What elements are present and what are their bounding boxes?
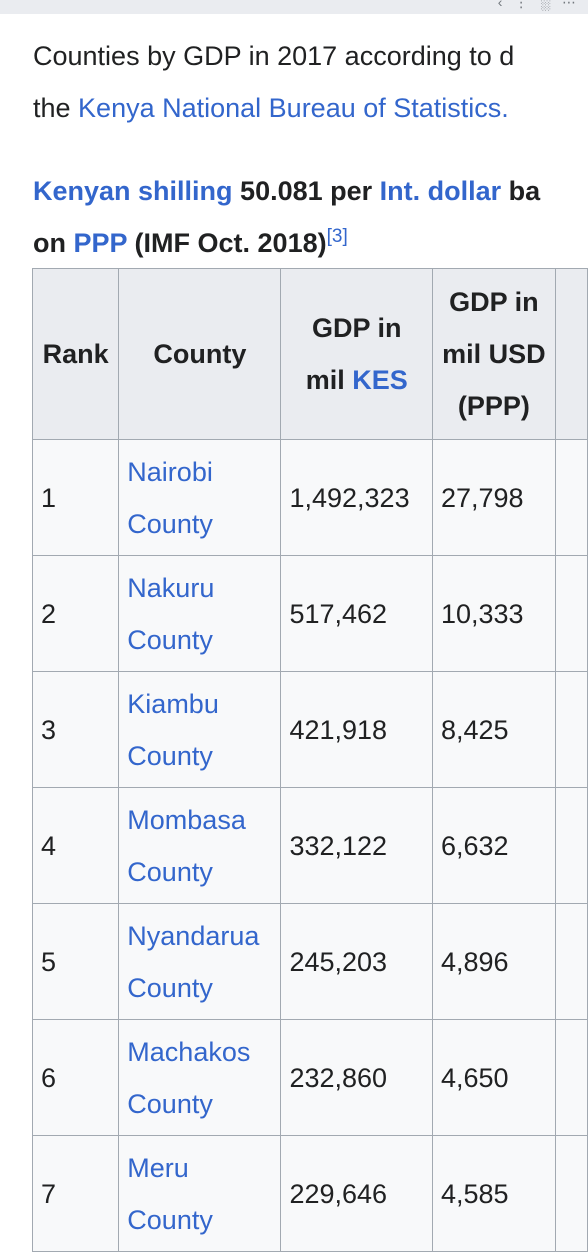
table-row: 5 Nyandarua County 245,203 4,896 bbox=[31, 903, 588, 1020]
caption-line-1: Kenyan shilling 50.081 per Int. dollar b… bbox=[33, 165, 540, 217]
extra-cell bbox=[554, 671, 588, 788]
table-body: 1 Nairobi County 1,492,323 27,798 2 Naku… bbox=[31, 439, 588, 1252]
top-toolbar-strip: ‹ ⋮ ░ ⋯ bbox=[0, 0, 588, 14]
header-gdp-kes-text: GDP in mil bbox=[305, 313, 402, 395]
gdp-kes-cell: 245,203 bbox=[280, 903, 433, 1020]
county-link[interactable]: Nairobi County bbox=[127, 456, 213, 539]
table-row: 6 Machakos County 232,860 4,650 bbox=[31, 1019, 588, 1136]
gdp-usd-cell: 6,632 bbox=[431, 787, 556, 904]
int-dollar-link[interactable]: Int. dollar bbox=[379, 176, 502, 206]
rank-cell: 5 bbox=[31, 903, 120, 1020]
extra-cell bbox=[554, 555, 588, 672]
county-link[interactable]: Mombasa County bbox=[127, 804, 246, 887]
table-row: 4 Mombasa County 332,122 6,632 bbox=[31, 787, 588, 904]
kes-link[interactable]: KES bbox=[352, 365, 408, 395]
ppp-link[interactable]: PPP bbox=[73, 228, 128, 258]
rank-cell: 1 bbox=[31, 439, 120, 556]
extra-cell bbox=[554, 1135, 588, 1252]
gdp-kes-cell: 1,492,323 bbox=[280, 439, 433, 556]
caption-line-2: on PPP (IMF Oct. 2018)[3] bbox=[33, 217, 540, 269]
table-row: 2 Nakuru County 517,462 10,333 bbox=[31, 555, 588, 672]
county-cell: Meru County bbox=[118, 1135, 282, 1252]
intro-line-1: Counties by GDP in 2017 according to d bbox=[33, 41, 515, 71]
county-cell: Nakuru County bbox=[118, 555, 282, 672]
extra-cell bbox=[554, 787, 588, 904]
kenyan-shilling-link[interactable]: Kenyan shilling bbox=[33, 176, 233, 206]
county-link[interactable]: Kiambu County bbox=[127, 688, 219, 771]
header-rank[interactable]: Rank bbox=[31, 268, 120, 440]
county-cell: Kiambu County bbox=[118, 671, 282, 788]
caption-text-4: (IMF Oct. 2018) bbox=[127, 228, 327, 258]
rank-cell: 3 bbox=[31, 671, 120, 788]
county-link[interactable]: Nakuru County bbox=[127, 572, 215, 655]
gdp-usd-cell: 10,333 bbox=[431, 555, 556, 672]
header-extra-column bbox=[554, 268, 588, 440]
county-cell: Nairobi County bbox=[118, 439, 282, 556]
gdp-table: Rank County GDP in mil KES GDP in mil US… bbox=[31, 268, 588, 1252]
intro-line-2-prefix: the bbox=[33, 93, 79, 123]
gdp-usd-cell: 4,896 bbox=[431, 903, 556, 1020]
county-link[interactable]: Meru County bbox=[127, 1152, 213, 1235]
table-row: 7 Meru County 229,646 4,585 bbox=[31, 1135, 588, 1252]
extra-cell bbox=[554, 1019, 588, 1136]
intro-line-2: the Kenya National Bureau of Statistics. bbox=[33, 82, 588, 134]
gdp-kes-cell: 232,860 bbox=[280, 1019, 433, 1136]
caption-text-1: 50.081 per bbox=[232, 176, 380, 206]
extra-cell bbox=[554, 903, 588, 1020]
rank-cell: 2 bbox=[31, 555, 120, 672]
county-cell: Machakos County bbox=[118, 1019, 282, 1136]
gdp-usd-cell: 4,650 bbox=[431, 1019, 556, 1136]
gdp-kes-cell: 421,918 bbox=[280, 671, 433, 788]
rank-cell: 6 bbox=[31, 1019, 120, 1136]
county-link[interactable]: Nyandarua County bbox=[127, 920, 260, 1003]
table-caption: Kenyan shilling 50.081 per Int. dollar b… bbox=[33, 165, 540, 269]
table-row: 3 Kiambu County 421,918 8,425 bbox=[31, 671, 588, 788]
header-gdp-kes[interactable]: GDP in mil KES bbox=[280, 268, 433, 440]
caption-text-2: ba bbox=[501, 176, 541, 206]
table-header-row: Rank County GDP in mil KES GDP in mil US… bbox=[31, 268, 588, 440]
gdp-kes-cell: 332,122 bbox=[280, 787, 433, 904]
intro-paragraph: Counties by GDP in 2017 according to d t… bbox=[33, 30, 588, 134]
gdp-usd-cell: 4,585 bbox=[431, 1135, 556, 1252]
extra-cell bbox=[554, 439, 588, 556]
rank-cell: 7 bbox=[31, 1135, 120, 1252]
reference-3-link[interactable]: [3] bbox=[326, 226, 348, 247]
gdp-kes-cell: 229,646 bbox=[280, 1135, 433, 1252]
gdp-usd-cell: 27,798 bbox=[431, 439, 556, 556]
county-link[interactable]: Machakos County bbox=[127, 1036, 251, 1119]
toolbar-icons: ‹ ⋮ ░ ⋯ bbox=[497, 0, 580, 10]
caption-text-3: on bbox=[33, 228, 74, 258]
county-cell: Nyandarua County bbox=[118, 903, 282, 1020]
rank-cell: 4 bbox=[31, 787, 120, 904]
kenya-bureau-statistics-link[interactable]: Kenya National Bureau of Statistics. bbox=[78, 93, 509, 123]
gdp-usd-cell: 8,425 bbox=[431, 671, 556, 788]
county-cell: Mombasa County bbox=[118, 787, 282, 904]
header-gdp-usd[interactable]: GDP in mil USD (PPP) bbox=[431, 268, 556, 440]
table-row: 1 Nairobi County 1,492,323 27,798 bbox=[31, 439, 588, 556]
gdp-kes-cell: 517,462 bbox=[280, 555, 433, 672]
header-county[interactable]: County bbox=[118, 268, 282, 440]
